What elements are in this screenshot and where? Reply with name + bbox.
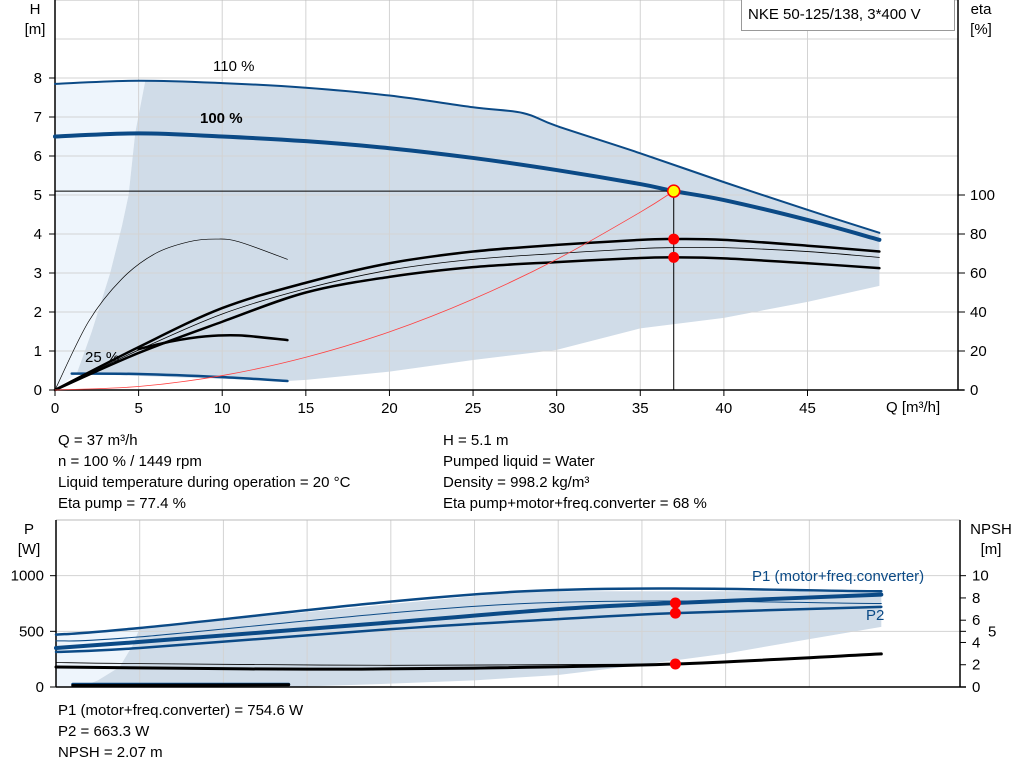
eta-axis-label: eta [%] [966, 0, 996, 40]
system-curve [54, 190, 675, 391]
eta-tick-label: 60 [970, 265, 987, 282]
h-axis-label: H [m] [22, 0, 48, 40]
x-tick-label: 45 [799, 400, 816, 417]
power-marker [669, 597, 681, 609]
eta-curve-min-speed-thin [54, 238, 288, 391]
curve-label-100-percent: 100 % [200, 110, 243, 127]
info-npsh: NPSH = 2.07 m [58, 744, 163, 761]
top-operating-range-fill [76, 80, 880, 382]
info-eta-total: Eta pump+motor+freq.converter = 68 % [443, 495, 707, 512]
q-axis-label: Q [m³/h] [886, 399, 941, 416]
eta-tick-label: 100 [970, 187, 995, 204]
info-liquid: Pumped liquid = Water [443, 453, 595, 470]
x-tick-label: 25 [465, 400, 482, 417]
p-axis-name: P [23, 521, 34, 538]
npsh-curve-25-percent [71, 683, 291, 687]
h-tick-label: 8 [34, 70, 42, 87]
npsh-tick-label: 5 [988, 623, 996, 640]
h-tick-label: 6 [34, 148, 42, 165]
eta-marker [668, 233, 680, 245]
curve-110-percent [54, 79, 881, 234]
h-tick-label: 3 [34, 265, 42, 282]
info-p2: P2 = 663.3 W [58, 723, 150, 740]
info-speed: n = 100 % / 1449 rpm [58, 453, 202, 470]
curve-label-110-percent: 110 % [213, 58, 254, 75]
p-tick-label: 0 [36, 679, 44, 696]
info-eta-pump: Eta pump = 77.4 % [58, 495, 186, 512]
eta-curve-min-speed [137, 333, 289, 351]
legend-title: NKE 50-125/138, 3*400 V [748, 6, 921, 23]
p1-curve-110-percent [54, 587, 883, 636]
info-flow: Q = 37 m³/h [58, 432, 138, 449]
info-p1: P1 (motor+freq.converter) = 754.6 W [58, 702, 304, 719]
x-tick-label: 30 [548, 400, 565, 417]
npsh-tick-label: 8 [972, 590, 980, 607]
x-tick-label: 0 [51, 400, 59, 417]
legend-box: NKE 50-125/138, 3*400 V [741, 0, 955, 31]
p-axis-label: P [W] [16, 520, 42, 560]
p-tick-label: 1000 [11, 568, 44, 585]
x-tick-label: 35 [632, 400, 649, 417]
h-tick-label: 7 [34, 109, 42, 126]
eta-marker [668, 251, 680, 263]
duty-point-marker [666, 184, 681, 198]
info-right: H = 5.1 m Pumped liquid = Water Density … [443, 430, 707, 514]
x-tick-label: 20 [381, 400, 398, 417]
h-tick-label: 4 [34, 226, 42, 243]
info-temperature: Liquid temperature during operation = 20… [58, 474, 351, 491]
h-tick-label: 5 [34, 187, 42, 204]
info-bottom: P1 (motor+freq.converter) = 754.6 W P2 =… [58, 700, 303, 763]
npsh-tick-label: 2 [972, 657, 980, 674]
npsh-tick-label: 4 [972, 634, 980, 651]
eta-axis-unit: [%] [970, 21, 992, 38]
npsh-axis-name: NPSH [970, 521, 1012, 538]
p2-curve-label: P2 [866, 607, 884, 624]
x-tick-label: 10 [214, 400, 231, 417]
npsh-marker [669, 658, 681, 670]
x-tick-label: 5 [134, 400, 142, 417]
p2-curve [54, 605, 883, 654]
npsh-curve [54, 652, 883, 671]
info-density: Density = 998.2 kg/m³ [443, 474, 590, 491]
info-head: H = 5.1 m [443, 432, 509, 449]
eta-curve-upper [53, 237, 881, 392]
x-tick-label: 15 [297, 400, 314, 417]
eta-tick-label: 80 [970, 226, 987, 243]
curve-label-25-percent: 25 % [85, 349, 119, 366]
npsh-curve-thin [55, 662, 676, 666]
x-tick-label: 40 [716, 400, 733, 417]
h-tick-label: 2 [34, 304, 42, 321]
p-tick-label: 500 [19, 623, 44, 640]
info-left: Q = 37 m³/h n = 100 % / 1449 rpm Liquid … [58, 430, 350, 514]
npsh-axis-unit: [m] [980, 541, 1002, 558]
bottom-operating-range-fill [81, 591, 882, 687]
npsh-axis-label: NPSH [m] [966, 520, 1016, 560]
power-marker [669, 607, 681, 619]
eta-tick-label: 20 [970, 343, 987, 360]
h-tick-label: 1 [34, 343, 42, 360]
h-axis-name: H [29, 1, 41, 18]
npsh-tick-label: 6 [972, 612, 980, 629]
curve-25-percent [70, 372, 289, 383]
curve-100-percent [53, 131, 882, 242]
p1-curve-label: P1 (motor+freq.converter) [752, 568, 924, 585]
h-axis-unit: [m] [24, 21, 46, 38]
eta-tick-label: 40 [970, 304, 987, 321]
p1-curve [54, 592, 884, 651]
eta-axis-name: eta [970, 1, 992, 18]
eta-curve-lower [53, 256, 881, 392]
eta-curve-mid [54, 246, 880, 391]
top-extended-range-fill [55, 80, 146, 390]
npsh-tick-label: 0 [972, 679, 980, 696]
eta-tick-label: 0 [970, 382, 978, 399]
npsh-tick-label: 10 [972, 568, 989, 585]
h-tick-label: 0 [34, 382, 42, 399]
p-axis-unit: [W] [17, 541, 41, 558]
